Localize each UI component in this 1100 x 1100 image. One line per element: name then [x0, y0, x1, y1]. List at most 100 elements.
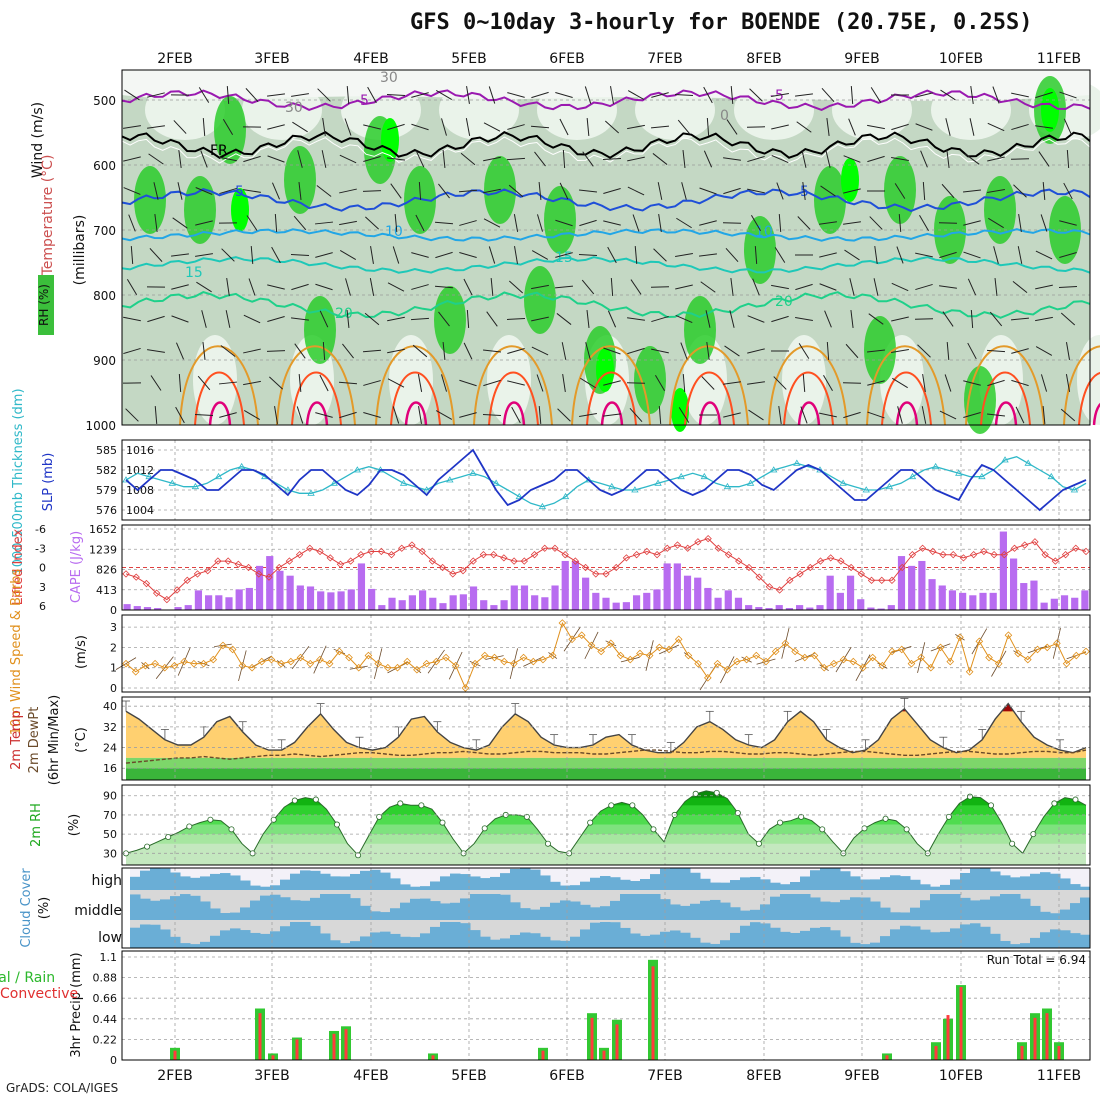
cloud-cell	[440, 922, 451, 948]
cloud-cell	[1080, 934, 1091, 948]
wind-barb	[603, 347, 621, 355]
cloud-cell	[840, 871, 851, 890]
li-marker	[265, 573, 273, 581]
cloud-cell	[860, 879, 871, 890]
li-marker	[326, 554, 334, 562]
wind-barb	[586, 117, 590, 137]
cloud-cell	[610, 877, 621, 890]
cloud-cell	[970, 923, 981, 948]
wind-barb	[630, 279, 642, 295]
rh-saturated-blob	[381, 118, 399, 162]
wind-barb	[1013, 184, 1027, 198]
li-marker	[408, 541, 416, 549]
cloud-cell	[730, 932, 741, 948]
rh-marker	[333, 821, 340, 828]
wind-speed-marker	[985, 653, 993, 662]
wind-barb	[195, 220, 213, 226]
li-marker	[969, 550, 978, 559]
wind-speed-marker	[655, 643, 664, 652]
cloud-cell	[1050, 873, 1061, 890]
wind-barb	[867, 349, 885, 353]
li-marker	[1061, 550, 1070, 559]
wind-speed-marker	[219, 641, 227, 650]
cloud-cell	[1080, 897, 1091, 920]
precip-convective-bar	[541, 1050, 545, 1060]
cloud-cell	[130, 927, 141, 948]
li-marker	[571, 557, 580, 565]
wind-speed-marker	[190, 659, 198, 668]
wind-barb	[754, 245, 758, 265]
isotherm-25	[768, 345, 848, 426]
wind-barb	[842, 382, 862, 384]
thickness-marker	[145, 472, 153, 480]
rh-moist-blob	[884, 156, 916, 224]
wind-barb	[246, 215, 258, 231]
cape-bar	[887, 605, 895, 610]
wind-barb	[627, 347, 645, 355]
wind-tick: 3	[110, 621, 117, 634]
wind-barb	[915, 92, 933, 98]
wind-barb	[874, 246, 878, 264]
wind-barb	[339, 250, 357, 260]
cloud-cell	[1070, 903, 1081, 920]
cloud-cell	[300, 870, 311, 890]
rh-marker	[207, 816, 214, 823]
li-marker	[765, 583, 774, 591]
wind-speed-marker	[849, 657, 858, 666]
wind-barb	[939, 410, 957, 420]
isotherm-35	[305, 401, 329, 426]
wind-speed-marker	[529, 657, 538, 666]
cloud-cell	[270, 894, 281, 920]
wind-barb	[579, 219, 597, 227]
cape-bar	[286, 575, 294, 610]
cloud-cell	[800, 894, 811, 920]
cloud-cell	[760, 923, 771, 948]
wind-barb	[483, 379, 501, 387]
cloud-cell	[320, 933, 331, 948]
cloud-cell	[970, 900, 981, 920]
wind-barb	[650, 125, 670, 129]
cloud-cell	[860, 944, 871, 948]
wind-barb	[946, 150, 950, 168]
thickness-marker	[214, 472, 223, 480]
wind-barb	[1012, 281, 1028, 293]
wind-barb	[153, 182, 159, 200]
cloud-cell	[140, 924, 151, 948]
li-marker	[255, 570, 263, 578]
li-marker	[1082, 547, 1090, 556]
wind-barb	[298, 373, 302, 393]
wind-barb	[339, 154, 357, 164]
wind-barb	[243, 155, 261, 163]
precip-convective-bar	[885, 1055, 889, 1060]
thickness-tick: 585	[96, 444, 117, 457]
wind-barb	[819, 412, 837, 418]
li-marker	[980, 547, 988, 556]
wind-barb	[825, 150, 831, 168]
cape-bar	[1009, 558, 1018, 610]
isotherm-30	[881, 371, 932, 426]
cloud-cell	[330, 894, 341, 920]
cloud-cell	[340, 876, 351, 890]
rh-saturated-blob	[596, 348, 614, 392]
wind-barb	[124, 89, 140, 101]
wind-speed-marker	[170, 661, 179, 670]
wind-barb	[941, 183, 955, 199]
wind-barb	[843, 155, 861, 163]
wind-barb	[992, 86, 1000, 104]
wind-speed-marker	[364, 651, 373, 660]
cape-bar	[276, 570, 284, 610]
wind-barb	[536, 214, 544, 232]
cloud-cell	[200, 901, 211, 920]
li-marker	[479, 550, 488, 559]
precip-convective-bar	[651, 966, 655, 1060]
upper-air-frame	[121, 69, 1091, 426]
wind-speed-marker	[674, 635, 683, 644]
wind-speed-marker	[810, 651, 819, 660]
rh-marker	[819, 826, 826, 833]
wind-barb	[867, 155, 885, 163]
thickness-marker	[654, 479, 662, 486]
cloud-cell	[900, 876, 911, 890]
cloud-cell	[700, 878, 711, 890]
wind-speed-marker	[607, 639, 615, 648]
li-marker	[551, 544, 559, 552]
